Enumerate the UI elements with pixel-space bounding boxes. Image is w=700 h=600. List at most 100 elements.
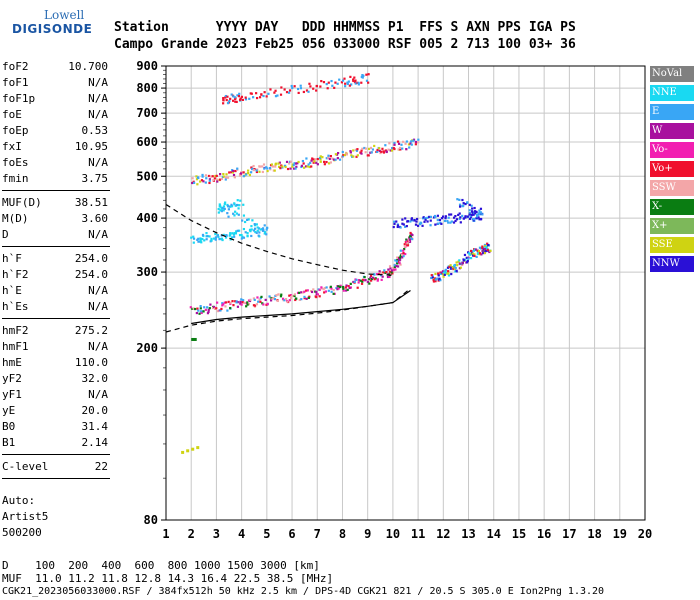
- echo-point: [220, 307, 223, 311]
- echo-point: [464, 202, 467, 206]
- param-row-fof1: foF1 N/A: [2, 76, 108, 92]
- param-name: foEs: [2, 156, 29, 169]
- echo-point: [440, 271, 443, 274]
- echo-point: [454, 215, 457, 218]
- echo-point: [411, 238, 414, 241]
- digisonde-logo: Lowell DIGISONDE: [6, 8, 106, 42]
- echo-point: [211, 175, 214, 178]
- echo-point: [396, 258, 399, 262]
- echo-point: [294, 167, 297, 170]
- param-value: N/A: [88, 108, 108, 121]
- param-row-fof2: foF2 10.700: [2, 60, 108, 76]
- echo-point: [470, 204, 473, 207]
- echo-point: [336, 288, 339, 291]
- echo-point: [471, 252, 474, 255]
- echo-point: [240, 298, 243, 301]
- echo-point: [373, 278, 376, 281]
- echo-point: [251, 219, 254, 222]
- echo-point: [297, 91, 300, 95]
- echo-point: [408, 238, 411, 241]
- echo-point: [224, 178, 227, 181]
- echo-point: [248, 173, 251, 177]
- echo-point: [390, 271, 393, 274]
- x-tick-label: 8: [339, 527, 346, 541]
- echo-point: [392, 147, 395, 150]
- echo-point: [216, 301, 219, 304]
- echo-point: [199, 237, 202, 240]
- echo-point: [468, 203, 471, 206]
- echo-point: [312, 288, 315, 291]
- echo-point: [382, 150, 385, 153]
- echo-point: [202, 180, 205, 183]
- echo-point: [436, 214, 439, 217]
- echo-point: [343, 153, 346, 157]
- echo-point: [255, 92, 258, 95]
- echo-point: [393, 264, 396, 267]
- echo-point: [469, 253, 472, 256]
- echo-point: [256, 226, 259, 229]
- echo-point: [364, 147, 368, 150]
- echo-point: [274, 95, 278, 98]
- echo-point: [224, 176, 228, 179]
- x-tick-label: 3: [213, 527, 220, 541]
- echo-point: [447, 274, 451, 277]
- echo-point: [461, 261, 464, 265]
- echo-point: [482, 251, 485, 254]
- echo-point: [239, 199, 242, 202]
- echo-point: [474, 212, 477, 215]
- echo-point: [199, 307, 202, 310]
- echo-point: [240, 95, 244, 98]
- echo-point: [196, 307, 199, 310]
- echo-point: [235, 203, 239, 207]
- echo-point: [388, 275, 391, 279]
- echo-point: [238, 229, 241, 232]
- echo-point: [234, 100, 237, 103]
- echo-point: [323, 160, 326, 163]
- echo-point: [447, 270, 450, 273]
- echo-point: [296, 291, 300, 295]
- echo-point: [252, 96, 255, 99]
- echo-point: [250, 166, 253, 169]
- echo-point: [224, 305, 227, 308]
- echo-point: [206, 306, 209, 309]
- echo-point: [330, 290, 333, 293]
- echo-point: [222, 233, 225, 237]
- echo-point: [229, 232, 232, 235]
- echo-point: [225, 98, 228, 102]
- x-tick-label: 5: [263, 527, 270, 541]
- echo-point: [434, 223, 437, 226]
- echo-point: [295, 162, 298, 165]
- echo-point: [405, 148, 408, 151]
- echo-point: [197, 309, 200, 312]
- echo-point: [385, 270, 388, 274]
- echo-point: [401, 222, 404, 225]
- echo-point: [309, 161, 312, 164]
- echo-point: [447, 216, 450, 219]
- echo-point: [210, 239, 213, 242]
- param-name: MUF(D): [2, 196, 42, 209]
- echo-point: [229, 97, 232, 100]
- echo-point: [454, 270, 457, 273]
- echo-point: [271, 297, 274, 300]
- echo-point: [232, 173, 236, 177]
- echo-point: [244, 98, 248, 101]
- echo-point: [200, 311, 203, 315]
- echo-point: [439, 279, 442, 282]
- echo-point: [486, 242, 489, 245]
- echo-point: [469, 249, 473, 253]
- echo-point: [255, 231, 258, 234]
- echo-point-isolated: [181, 450, 185, 454]
- echo-point: [336, 157, 339, 160]
- echo-point: [331, 84, 334, 87]
- echo-point: [225, 234, 228, 237]
- param-row-fxi: fxI 10.95: [2, 140, 108, 156]
- echo-point: [473, 253, 476, 256]
- echo-point: [475, 255, 478, 258]
- echo-point: [291, 86, 294, 90]
- echo-point: [273, 91, 276, 94]
- echo-point: [208, 307, 211, 310]
- header-values: Campo Grande 2023 Feb25 056 033000 RSF 0…: [114, 37, 576, 52]
- echo-point: [235, 230, 238, 233]
- echo-point: [228, 99, 231, 103]
- echo-trace: [430, 242, 492, 283]
